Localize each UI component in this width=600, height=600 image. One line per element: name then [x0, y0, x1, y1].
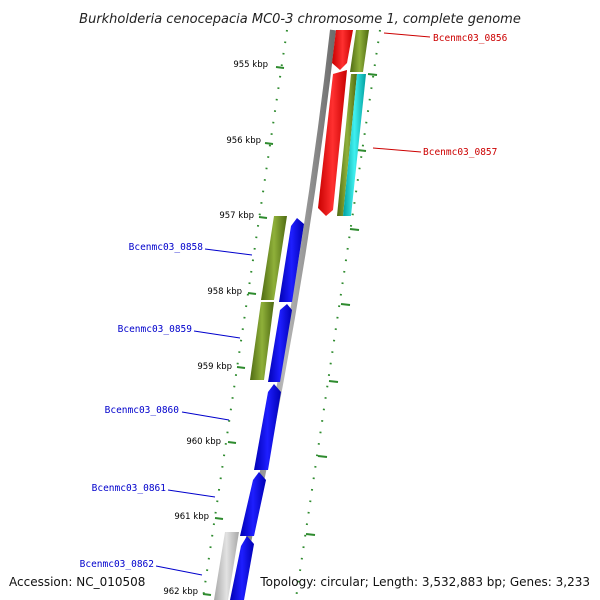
label-leader-line	[204, 248, 253, 256]
kbp-label: 961 kbp	[174, 512, 209, 522]
label-leader-line	[181, 411, 230, 421]
cds-arrow-bcenmc03-0859[interactable]	[268, 304, 292, 382]
gene-label-bcenmc03-0860[interactable]: Bcenmc03_0860	[105, 405, 180, 416]
cds-arrow-bcenmc03-0862[interactable]	[230, 536, 254, 600]
cog-bar-olive	[261, 216, 287, 300]
label-leader-line	[167, 489, 216, 498]
label-leader-line	[155, 565, 203, 576]
cds-arrow-bcenmc03-0857[interactable]	[318, 70, 347, 216]
kbp-label: 960 kbp	[186, 437, 221, 447]
gene-label-bcenmc03-0857[interactable]: Bcenmc03_0857	[423, 147, 497, 158]
kbp-label: 956 kbp	[226, 136, 261, 146]
inner-ticks	[202, 66, 285, 596]
map-title: Burkholderia cenocepacia MC0-3 chromosom…	[79, 12, 521, 27]
label-leader-line	[193, 330, 241, 339]
cds-arrow-bcenmc03-0860[interactable]	[254, 384, 281, 470]
accession-text: Accession: NC_010508	[9, 575, 145, 589]
label-leader-line	[372, 147, 422, 153]
kbp-label: 957 kbp	[219, 211, 254, 221]
gene-label-bcenmc03-0858[interactable]: Bcenmc03_0858	[129, 242, 204, 253]
kbp-label: 959 kbp	[197, 362, 232, 372]
cog-bar-olive	[350, 30, 369, 72]
label-leader-line	[383, 32, 431, 38]
kbp-label: 962 kbp	[163, 587, 198, 597]
outer-ticks	[305, 73, 378, 536]
cds-arrow-bcenmc03-0858[interactable]	[279, 218, 304, 302]
gene-label-bcenmc03-0861[interactable]: Bcenmc03_0861	[92, 483, 167, 494]
topology-text: Topology: circular; Length: 3,532,883 bp…	[259, 575, 590, 589]
kbp-label: 955 kbp	[233, 60, 268, 70]
cog-bar-cyan	[343, 74, 366, 216]
inner-scale-dots	[202, 29, 288, 599]
cog-bar-olive	[250, 302, 274, 380]
gene-label-bcenmc03-0856[interactable]: Bcenmc03_0856	[433, 33, 508, 44]
kbp-label: 958 kbp	[207, 287, 242, 297]
cog-bar-olive	[337, 74, 357, 216]
cds-arrow-bcenmc03-0861[interactable]	[240, 472, 266, 536]
gene-label-bcenmc03-0862[interactable]: Bcenmc03_0862	[80, 559, 154, 570]
cds-arrow-bcenmc03-0856[interactable]	[332, 30, 353, 70]
gene-label-bcenmc03-0859[interactable]: Bcenmc03_0859	[118, 324, 193, 335]
cog-bar-grey	[214, 532, 239, 600]
